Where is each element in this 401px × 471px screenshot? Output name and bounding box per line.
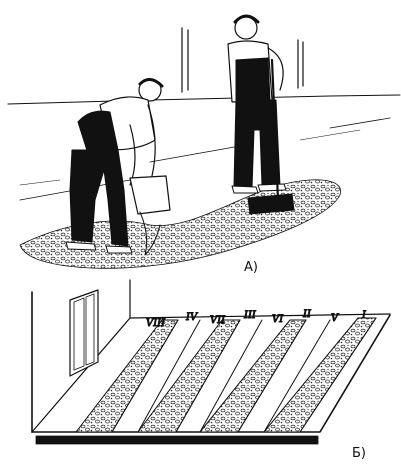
- scene-b: VIII IV VII III VI II V I: [31, 279, 391, 445]
- worker-1-vest: [77, 110, 119, 161]
- wall-pipes: [181, 27, 304, 93]
- strip-number: V: [331, 313, 340, 324]
- figure-part-b-label: Б): [352, 446, 366, 461]
- strip-number: II: [302, 309, 312, 320]
- worker-brushing: [227, 14, 295, 215]
- strip-number: VI: [272, 314, 284, 325]
- strip-number: I: [361, 310, 367, 321]
- worker-pouring: [65, 78, 171, 256]
- scene-a: [7, 14, 401, 269]
- bucket: [129, 175, 171, 215]
- broom-head: [247, 193, 295, 215]
- strip-number: VIII: [146, 318, 166, 329]
- worker-2-apron: [235, 57, 271, 103]
- floor-outline: [31, 314, 391, 433]
- poured-mixture: [19, 179, 342, 269]
- strip-number: IV: [185, 312, 199, 323]
- worker-1-trousers: [69, 149, 129, 247]
- pour-stream: [139, 211, 161, 256]
- strip-number: III: [243, 310, 257, 321]
- back-wall-base: [129, 313, 391, 319]
- worker-1-shoes: [65, 241, 133, 254]
- strip-number: VII: [210, 315, 226, 326]
- broom-handle: [270, 58, 280, 202]
- wall-base-line: [7, 94, 401, 105]
- worker-2-trousers: [233, 99, 281, 189]
- figure-part-a-label: А): [244, 260, 258, 275]
- worker-2-shoes: [231, 183, 287, 194]
- floor-slab: [35, 435, 319, 445]
